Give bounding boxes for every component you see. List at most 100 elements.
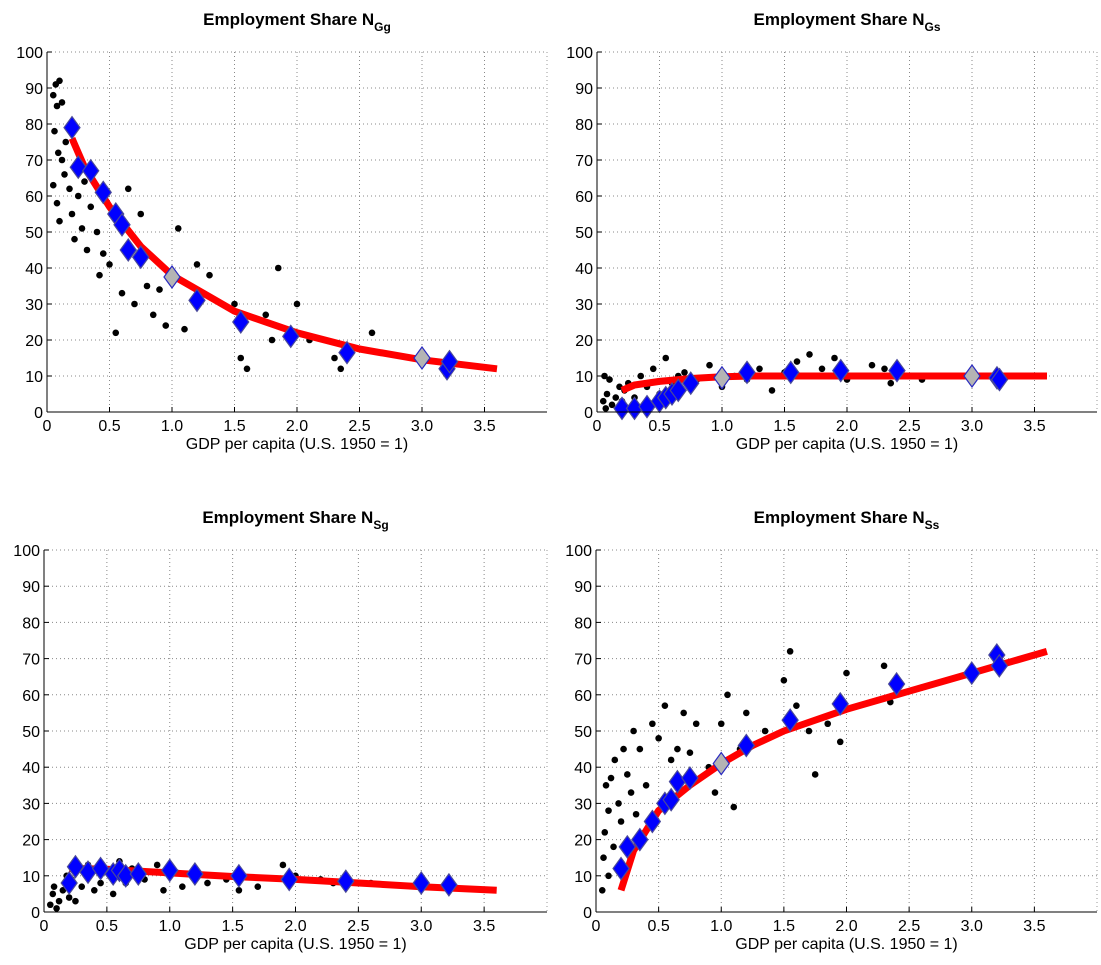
x-tick-label: 2.5 <box>347 918 369 935</box>
x-tick-label: 2.5 <box>898 418 920 435</box>
y-tick-label: 50 <box>574 724 592 741</box>
data-point <box>268 336 276 344</box>
data-point <box>786 648 794 655</box>
data-point <box>692 720 700 728</box>
fit-line <box>617 648 1048 892</box>
diamond-point <box>963 363 981 389</box>
data-point <box>602 405 610 412</box>
data-point <box>761 727 769 735</box>
y-tick-label: 30 <box>25 297 43 314</box>
data-point <box>605 807 612 814</box>
data-point <box>706 361 713 369</box>
data-point <box>756 365 763 373</box>
data-point <box>65 894 73 901</box>
x-axis-label: GDP per capita (U.S. 1950 = 1) <box>186 436 408 453</box>
title-subscript: Gg <box>374 20 391 34</box>
data-point <box>50 883 58 890</box>
diamond-point <box>737 733 756 758</box>
data-point <box>836 738 844 746</box>
data-point <box>368 329 376 337</box>
diamond-point <box>337 869 355 894</box>
y-tick-label: 50 <box>575 225 593 242</box>
diamond-point <box>82 158 100 183</box>
y-tick-label: 80 <box>575 117 593 134</box>
diamond-point <box>712 751 730 776</box>
y-tick-label: 60 <box>22 688 40 705</box>
data-point <box>627 789 635 796</box>
x-tick-label: 3.5 <box>473 918 495 935</box>
diamond-point <box>643 809 662 834</box>
data-point <box>279 861 287 869</box>
diamond-point <box>440 872 458 897</box>
data-point <box>55 897 63 905</box>
diamond-point <box>887 671 906 696</box>
data-point <box>179 883 186 890</box>
y-tick-label: 30 <box>575 297 593 314</box>
x-tick-label: 3.0 <box>411 418 433 435</box>
diamond-point <box>119 237 137 263</box>
x-tick-label: 2.0 <box>286 418 308 435</box>
data-point <box>608 401 616 409</box>
y-tick-label: 70 <box>25 153 43 170</box>
data-point <box>181 325 188 333</box>
y-tick-label: 0 <box>584 405 593 422</box>
diamond-point <box>161 858 179 883</box>
diamond-point <box>132 245 150 270</box>
data-point <box>793 358 801 365</box>
y-tick-label: 30 <box>574 796 592 813</box>
data-point <box>174 225 182 232</box>
y-tick-label: 20 <box>25 333 43 350</box>
x-tick-label: 0.5 <box>96 918 118 935</box>
diamond-point <box>713 365 731 390</box>
data-point <box>58 156 66 164</box>
data-point <box>53 102 61 110</box>
chart-title: Employment Share NSg <box>202 508 388 532</box>
data-point <box>711 789 719 796</box>
x-tick-label: 1.5 <box>223 418 245 435</box>
data-point <box>610 843 617 851</box>
y-tick-label: 90 <box>25 81 43 98</box>
diamond-point <box>963 661 981 686</box>
data-point <box>71 235 78 243</box>
data-point <box>655 734 662 742</box>
diamond-point <box>613 396 631 421</box>
data-point <box>636 745 644 753</box>
y-tick-label: 20 <box>574 833 592 850</box>
x-tick-label: 2.0 <box>836 418 858 435</box>
data-point <box>66 185 73 193</box>
data-point <box>768 387 776 394</box>
diamond-point <box>230 863 248 888</box>
diamond-point <box>280 867 298 892</box>
x-tick-label: 1.0 <box>159 918 181 935</box>
y-tick-label: 40 <box>574 760 592 777</box>
diamond-point <box>129 861 148 887</box>
diamond-point <box>990 653 1009 678</box>
data-point <box>649 720 656 728</box>
diamond-point <box>612 856 630 881</box>
y-tick-label: 20 <box>22 833 40 850</box>
data-point <box>681 369 688 376</box>
x-tick-label: 0 <box>43 418 52 435</box>
diamond-point <box>669 378 687 403</box>
y-tick-label: 90 <box>22 579 40 596</box>
diamond-point <box>832 358 850 383</box>
y-tick-label: 60 <box>574 688 592 705</box>
y-tick-label: 80 <box>574 615 592 632</box>
diamond-point <box>63 115 81 140</box>
data-point <box>204 879 211 887</box>
data-point <box>72 897 79 905</box>
diamond-point <box>186 861 204 887</box>
x-tick-label: 3.0 <box>961 918 983 935</box>
data-point <box>598 886 606 894</box>
data-point <box>137 210 145 218</box>
data-point <box>206 271 213 279</box>
data-point <box>78 883 86 890</box>
title-main: Employment Share N <box>753 10 924 29</box>
y-tick-label: 10 <box>25 369 43 386</box>
fit-line <box>620 372 1047 394</box>
x-tick-label: 1.5 <box>222 918 244 935</box>
data-point <box>143 282 151 290</box>
data-point <box>97 879 104 887</box>
data-point <box>124 185 132 193</box>
data-point <box>337 365 345 373</box>
